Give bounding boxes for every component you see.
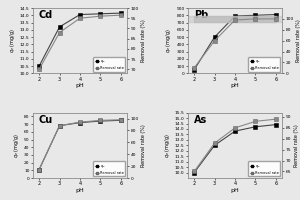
X-axis label: pH: pH [76, 188, 84, 193]
Y-axis label: Removal rate (%): Removal rate (%) [296, 19, 300, 62]
Y-axis label: $q_e$ (mg/g): $q_e$ (mg/g) [8, 28, 17, 53]
Bar [188, 16, 282, 22]
X-axis label: pH: pH [231, 188, 239, 193]
Y-axis label: Removal rate (%): Removal rate (%) [294, 124, 299, 167]
Text: As: As [194, 115, 207, 125]
Y-axis label: $q_e$ (mg/g): $q_e$ (mg/g) [164, 28, 173, 53]
Text: Cd: Cd [39, 10, 53, 20]
Y-axis label: Removal rate (%): Removal rate (%) [142, 124, 146, 167]
Y-axis label: $q_e$ (mg/g): $q_e$ (mg/g) [163, 133, 172, 158]
Text: Pb: Pb [194, 10, 208, 20]
Y-axis label: Removal rate (%): Removal rate (%) [142, 19, 146, 62]
X-axis label: pH: pH [231, 83, 239, 88]
X-axis label: pH: pH [76, 83, 84, 88]
Legend: $q_e$, Removal rate: $q_e$, Removal rate [93, 57, 125, 72]
Legend: $q_e$, Removal rate: $q_e$, Removal rate [248, 57, 280, 72]
Y-axis label: $q_e$ (mg/g): $q_e$ (mg/g) [12, 133, 21, 158]
Text: Cu: Cu [39, 115, 53, 125]
Legend: $q_e$, Removal rate: $q_e$, Removal rate [93, 161, 125, 176]
Legend: $q_e$, Removal rate: $q_e$, Removal rate [248, 161, 280, 176]
